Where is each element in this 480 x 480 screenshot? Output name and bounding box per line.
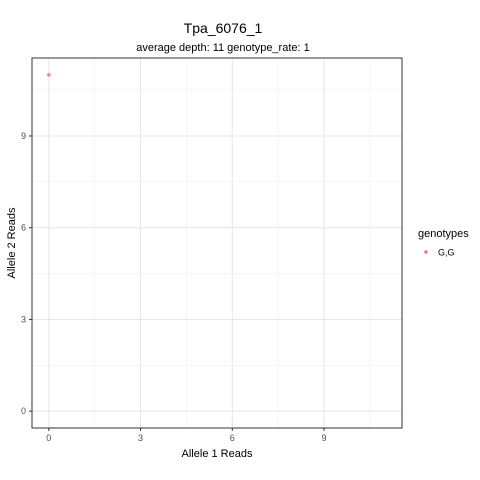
data-point (47, 73, 51, 77)
y-tick-label: 0 (21, 406, 26, 416)
plot-border (31, 57, 403, 429)
plot-background (32, 58, 402, 428)
chart-subtitle: average depth: 11 genotype_rate: 1 (136, 42, 310, 54)
grid-minor (32, 58, 402, 428)
grid-major (32, 58, 402, 428)
y-axis-title: Allele 2 Reads (6, 207, 18, 278)
y-tick-label: 9 (21, 131, 26, 141)
chart-title: Tpa_6076_1 (184, 20, 263, 36)
x-tick-label: 6 (230, 433, 235, 443)
x-axis-title: Allele 1 Reads (182, 448, 253, 460)
x-axis: 0 3 6 9 (46, 428, 327, 443)
x-tick-label: 0 (46, 433, 51, 443)
data-points (47, 73, 51, 77)
plot-area (31, 57, 403, 429)
legend-title: genotypes (418, 228, 469, 240)
x-tick-label: 9 (322, 433, 327, 443)
y-axis: 0 3 6 9 (21, 131, 32, 416)
legend: genotypes G,G (418, 228, 469, 258)
x-tick-label: 3 (138, 433, 143, 443)
y-tick-label: 6 (21, 223, 26, 233)
y-tick-label: 3 (21, 314, 26, 324)
legend-label: G,G (438, 248, 455, 258)
legend-key (424, 250, 428, 254)
